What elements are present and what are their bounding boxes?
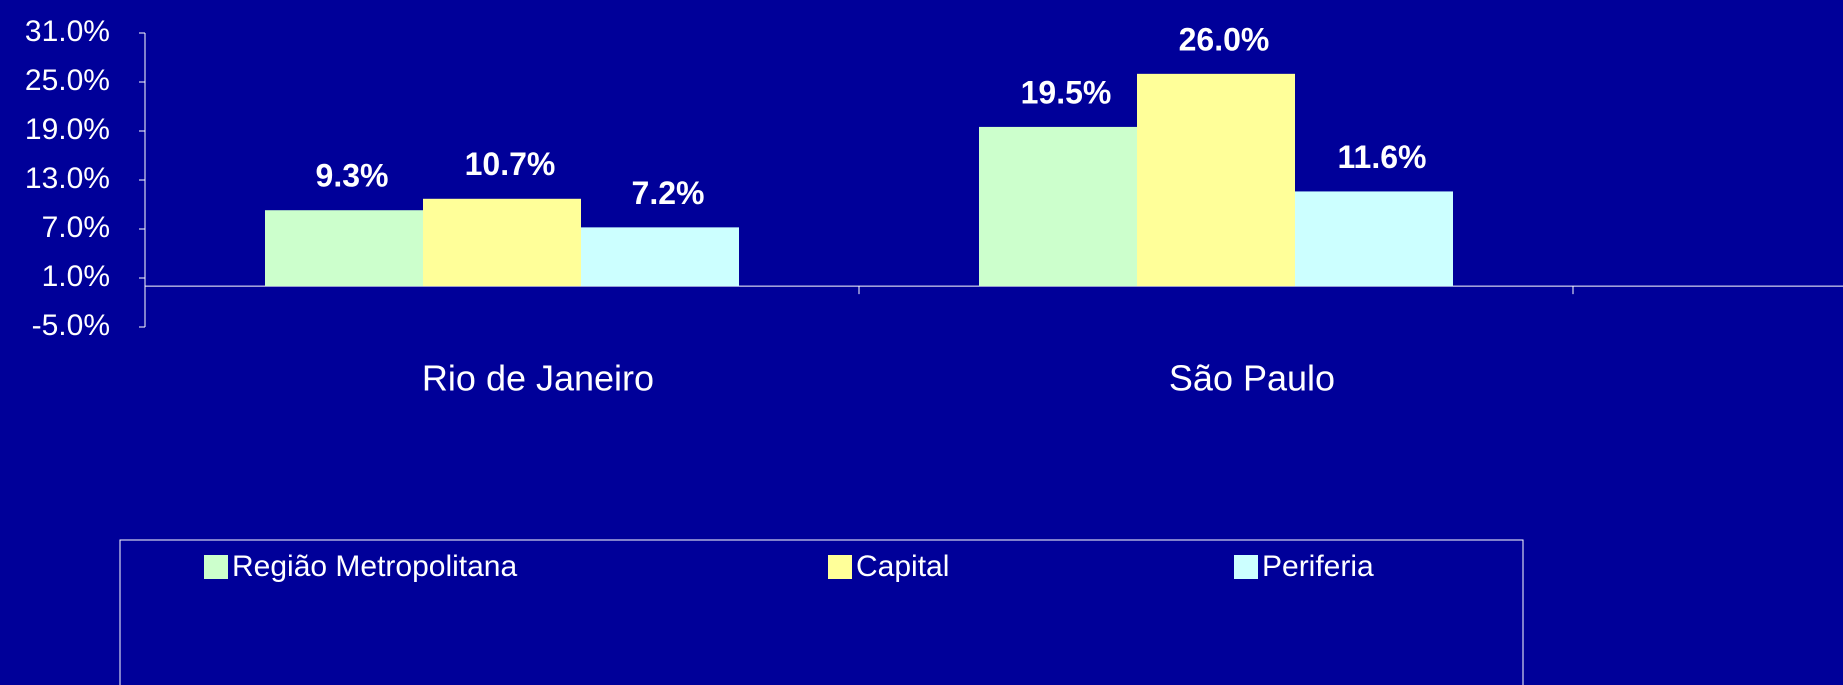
value-label: 19.5% [1021, 74, 1112, 110]
legend-swatch [204, 555, 228, 579]
x-tick-label: São Paulo [1169, 358, 1335, 399]
legend-label: Região Metropolitana [232, 550, 517, 583]
y-tick-label: 25.0% [25, 64, 110, 97]
legend-label: Capital [856, 550, 949, 583]
y-tick-label: 19.0% [25, 113, 110, 146]
y-tick-label: -5.0% [32, 309, 110, 342]
bar [265, 210, 423, 287]
value-label: 10.7% [465, 146, 556, 182]
legend-swatch [1234, 555, 1258, 579]
x-tick-label: Rio de Janeiro [422, 358, 654, 399]
bar [423, 198, 581, 287]
value-label: 26.0% [1179, 21, 1270, 57]
legend-box [119, 539, 1524, 685]
value-label: 9.3% [316, 158, 389, 194]
legend-label: Periferia [1262, 550, 1374, 583]
legend-swatch [828, 555, 852, 579]
y-tick-label: 7.0% [42, 211, 110, 244]
value-label: 7.2% [632, 175, 705, 211]
bar [1295, 191, 1453, 287]
y-tick-label: 31.0% [25, 15, 110, 48]
bar [1137, 73, 1295, 287]
value-label: 11.6% [1338, 139, 1427, 175]
y-tick-label: 1.0% [42, 260, 110, 293]
y-tick-label: 13.0% [25, 162, 110, 195]
bar [979, 126, 1137, 287]
bar [581, 227, 739, 287]
